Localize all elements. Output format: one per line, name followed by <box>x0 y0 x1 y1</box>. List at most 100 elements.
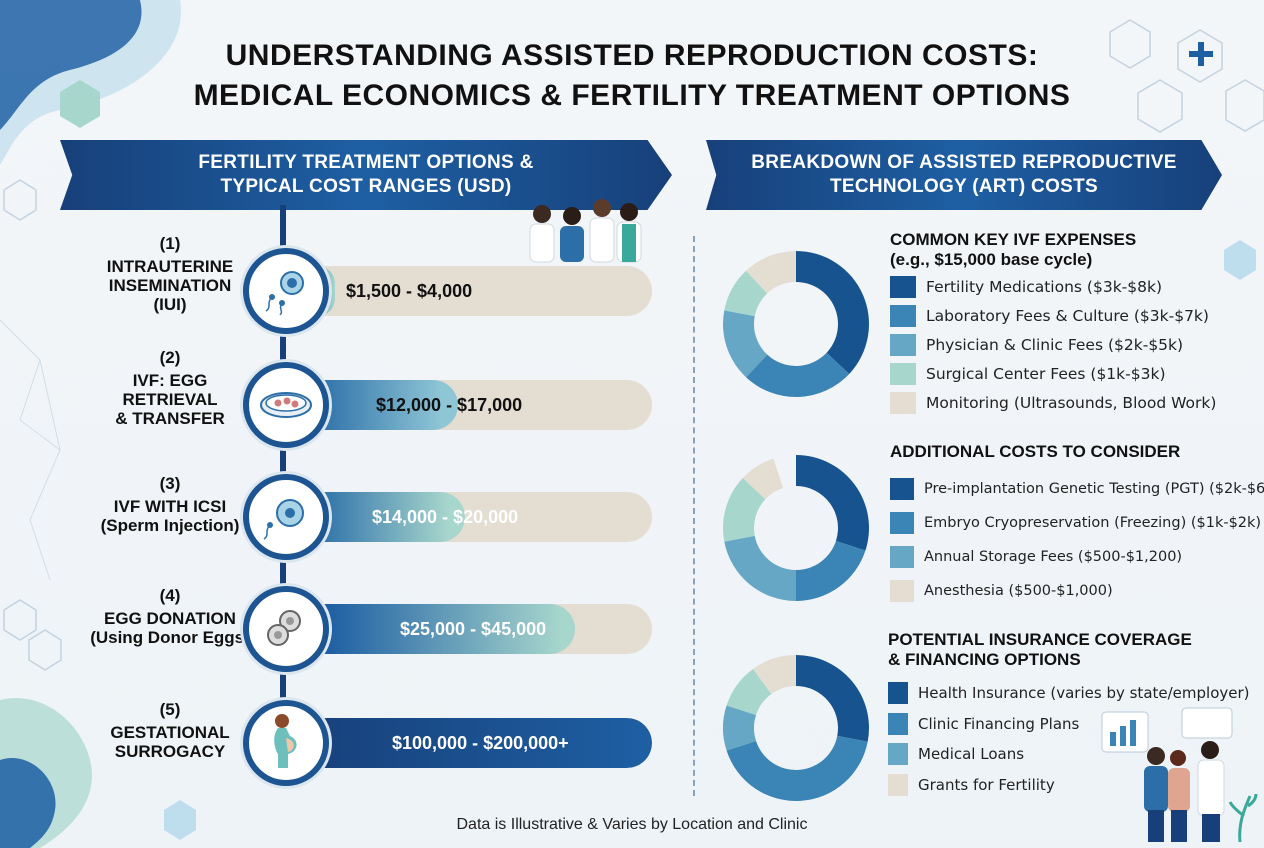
donut-segment <box>724 270 768 317</box>
treatment-icon-badge <box>243 248 329 334</box>
section-legend: Fertility Medications ($3k-$8k) Laborator… <box>890 272 1216 417</box>
legend-item: Surgical Center Fees ($1k-$3k) <box>890 359 1216 388</box>
legend-swatch <box>890 333 916 356</box>
legend-item: Fertility Medications ($3k-$8k) <box>890 272 1216 301</box>
section-legend: Pre-implantation Genetic Testing (PGT) (… <box>890 472 1264 608</box>
treatment-name-line: (Sperm Injection) <box>100 516 240 535</box>
legend-swatch <box>890 580 914 602</box>
legend-item: Annual Storage Fees ($500-$1,200) <box>890 540 1264 574</box>
legend-swatch <box>890 275 916 298</box>
donut-segment <box>753 655 796 695</box>
cost-range-text: $12,000 - $17,000 <box>376 395 523 415</box>
legend-swatch <box>888 773 908 796</box>
treatment-name-line: (IUI) <box>153 295 187 314</box>
donut-segment <box>726 735 868 801</box>
cost-range-text: $25,000 - $45,000 <box>400 619 547 639</box>
legend-item: Physician & Clinic Fees ($2k-$5k) <box>890 330 1216 359</box>
cost-bar-fill <box>300 604 575 654</box>
legend-swatch <box>890 546 914 568</box>
legend-item: Medical Loans <box>888 739 1250 770</box>
cost-bar: $25,000 - $45,000 <box>300 604 652 654</box>
legend-label: Medical Loans <box>918 745 1025 764</box>
section-title-line: ADDITIONAL COSTS TO CONSIDER <box>890 442 1181 461</box>
treatment-number: (4) <box>159 586 181 605</box>
footer-note: Data is Illustrative & Varies by Locatio… <box>456 816 808 833</box>
legend-label: Physician & Clinic Fees ($2k-$5k) <box>926 335 1184 354</box>
treatment-name-line: INTRAUTERINE <box>106 257 234 276</box>
treatment-name-line: (Using Donor Eggs) <box>90 628 250 647</box>
treatment-number: (3) <box>159 474 181 493</box>
medical-team-illustration <box>529 199 642 263</box>
treatment-number: (5) <box>159 700 181 719</box>
cost-donut-chart <box>723 455 869 601</box>
section-title-line: & FINANCING OPTIONS <box>888 650 1081 669</box>
treatment-label: (4) EGG DONATION (Using Donor Eggs) <box>60 586 280 647</box>
sperm-injection-icon <box>260 489 312 546</box>
legend-label: Monitoring (Ultrasounds, Blood Work) <box>926 393 1217 412</box>
legend-item: Embryo Cryopreservation (Freezing) ($1k-… <box>890 506 1264 540</box>
treatment-name-line: EGG DONATION <box>104 609 236 628</box>
legend-swatch <box>890 391 916 414</box>
treatment-name-line: & TRANSFER <box>115 409 225 428</box>
treatment-icon-badge <box>243 362 329 448</box>
donut-segment <box>796 540 866 601</box>
legend-item: Clinic Financing Plans <box>888 709 1250 740</box>
cost-range-text: $1,500 - $4,000 <box>346 281 473 301</box>
legend-item: Grants for Fertility <box>888 770 1250 801</box>
legend-label: Pre-implantation Genetic Testing (PGT) (… <box>924 481 1264 497</box>
legend-swatch <box>888 743 908 766</box>
section-title-line: POTENTIAL INSURANCE COVERAGE <box>888 630 1192 649</box>
treatment-name-line: RETRIEVAL <box>122 390 218 409</box>
treatment-label: (3) IVF WITH ICSI (Sperm Injection) <box>60 474 280 535</box>
treatment-icon-badge <box>243 586 329 672</box>
petri-dish-icon <box>258 383 314 428</box>
treatment-name-line: GESTATIONAL <box>110 723 230 742</box>
legend-label: Clinic Financing Plans <box>918 714 1080 733</box>
donut-segment <box>746 352 850 397</box>
section-title: COMMON KEY IVF EXPENSES (e.g., $15,000 ba… <box>890 230 1136 270</box>
legend-label: Anesthesia ($500-$1,000) <box>924 583 1113 599</box>
treatment-number: (1) <box>159 234 181 253</box>
donut-segment <box>742 458 784 500</box>
cost-donut-chart <box>723 655 869 801</box>
legend-label: Laboratory Fees & Culture ($3k-$7k) <box>926 306 1209 325</box>
donut-segment <box>724 535 796 601</box>
donut-segment <box>723 705 757 751</box>
left-banner: FERTILITY TREATMENT OPTIONS & TYPICAL CO… <box>60 140 672 210</box>
panel-divider <box>693 236 695 796</box>
legend-swatch <box>888 682 908 705</box>
cost-bar-fill <box>300 718 652 768</box>
legend-label: Fertility Medications ($3k-$8k) <box>926 277 1163 296</box>
treatment-label: (2) IVF: EGG RETRIEVAL & TRANSFER <box>60 348 280 428</box>
left-banner-line-1: FERTILITY TREATMENT OPTIONS & <box>198 152 534 173</box>
treatment-name-line: IVF: EGG <box>132 371 208 390</box>
legend-item: Monitoring (Ultrasounds, Blood Work) <box>890 388 1216 417</box>
legend-swatch <box>888 712 908 735</box>
donut-segment <box>746 251 796 294</box>
cost-range-text: $14,000 - $20,000 <box>372 507 519 527</box>
cost-bar: $14,000 - $20,000 <box>300 492 652 542</box>
cost-bar: $100,000 - $200,000+ <box>300 718 652 768</box>
right-banner-line-1: BREAKDOWN OF ASSISTED REPRODUCTIVE <box>751 152 1177 173</box>
legend-item: Laboratory Fees & Culture ($3k-$7k) <box>890 301 1216 330</box>
egg-cells-icon <box>260 601 312 658</box>
title-line-1: UNDERSTANDING ASSISTED REPRODUCTION COST… <box>225 39 1039 72</box>
cost-bar: $1,500 - $4,000 <box>300 266 652 316</box>
pregnant-woman-icon <box>264 712 308 775</box>
donut-segment <box>796 455 869 551</box>
treatment-name-line: INSEMINATION <box>108 276 232 295</box>
donut-segment <box>726 668 772 716</box>
right-banner: BREAKDOWN OF ASSISTED REPRODUCTIVE TECHN… <box>706 140 1222 210</box>
legend-label: Grants for Fertility <box>918 775 1055 794</box>
left-banner-line-2: TYPICAL COST RANGES (USD) <box>220 176 512 197</box>
treatment-icon-badge <box>243 474 329 560</box>
legend-item: Anesthesia ($500-$1,000) <box>890 574 1264 608</box>
section-title-line: COMMON KEY IVF EXPENSES <box>890 230 1137 249</box>
section-title: ADDITIONAL COSTS TO CONSIDER <box>890 442 1180 462</box>
section-title: POTENTIAL INSURANCE COVERAGE & FINANCING … <box>888 630 1192 670</box>
legend-item: Health Insurance (varies by state/employ… <box>888 678 1250 709</box>
legend-label: Surgical Center Fees ($1k-$3k) <box>926 364 1166 383</box>
cost-range-text: $100,000 - $200,000+ <box>392 733 569 753</box>
treatment-label: (5) GESTATIONAL SURROGACY <box>60 700 280 761</box>
